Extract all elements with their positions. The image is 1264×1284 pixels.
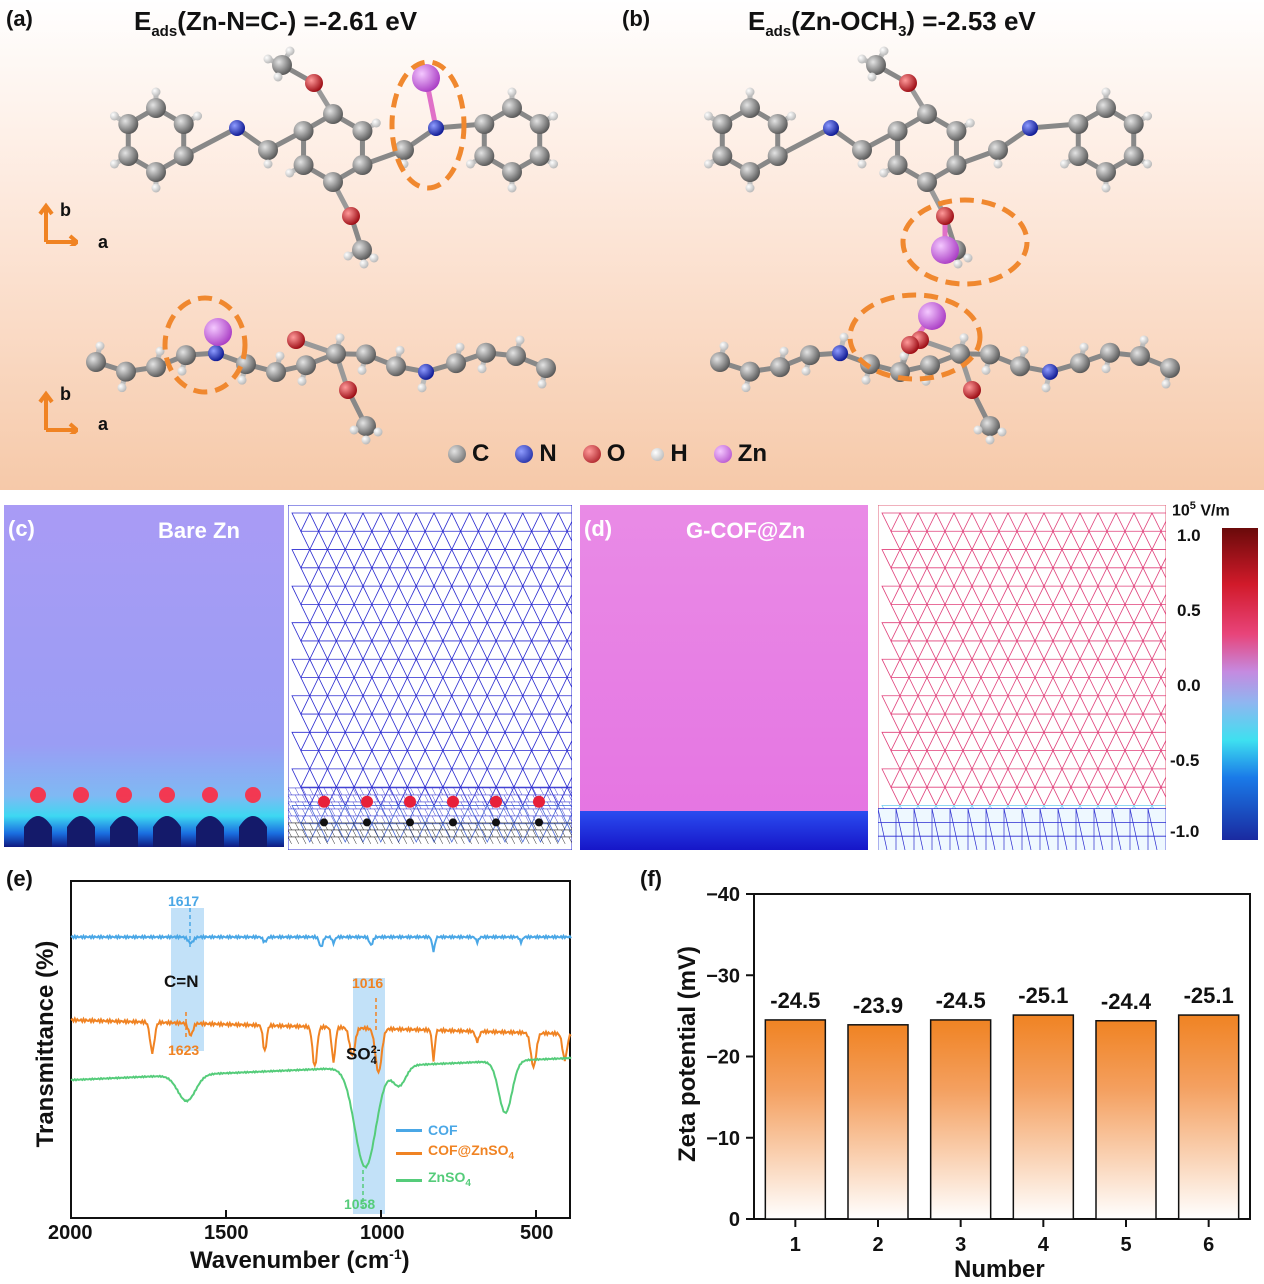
colorbar-tick-1: 1.0 <box>1177 526 1201 545</box>
ir-annot-so4: SO42- <box>346 1044 381 1068</box>
legend-hydrogen: H <box>651 440 688 468</box>
colorbar-tick-3: 0.0 <box>1177 676 1201 695</box>
zeta-xtick-label: 1 <box>790 1234 801 1256</box>
zeta-bar-value-label: -24.5 <box>770 988 820 1013</box>
ir-legend-znso4: ZnSO4 <box>396 1167 514 1194</box>
mesh-gcof-zn <box>878 505 1166 850</box>
atom-legend: C N O H Zn <box>448 440 767 468</box>
zeta-bar-value-label: -24.4 <box>1101 989 1152 1014</box>
field-map-bare-zn <box>4 505 284 847</box>
zeta-bar <box>929 1019 992 1220</box>
legend-nitrogen: N <box>515 440 557 468</box>
axis-label-b-bottom: b <box>60 384 71 404</box>
ir-annot-cn: C=N <box>164 972 199 991</box>
zeta-xtick-label: 5 <box>1120 1234 1131 1256</box>
panel-a-title: Eads(Zn-N=C-) =-2.61 eV <box>134 6 418 41</box>
zeta-ytick-label: −30 <box>706 965 740 987</box>
panel-b-label: (b) <box>622 6 651 31</box>
colorbar <box>1222 528 1258 840</box>
ir-xtick-500: 500 <box>520 1222 554 1244</box>
highlight-zn-n-side <box>162 295 248 395</box>
colorbar-tick-2: 0.5 <box>1177 601 1201 620</box>
zeta-bar-value-label: -25.1 <box>1018 983 1068 1008</box>
zeta-bar-value-label: -24.5 <box>936 988 986 1013</box>
highlight-zn-och3-top <box>900 197 1030 287</box>
colorbar-tick-4: -0.5 <box>1170 751 1200 770</box>
zeta-bar <box>1095 1020 1157 1220</box>
ir-xlabel: Wavenumber (cm-1) <box>190 1246 410 1274</box>
ir-legend: COF COF@ZnSO4 ZnSO4 <box>396 1120 514 1194</box>
colorbar-tick-5: -1.0 <box>1170 822 1200 841</box>
zeta-xlabel: Number <box>954 1256 1045 1283</box>
ir-annot-1617: 1617 <box>168 893 200 909</box>
zeta-ytick-label: −40 <box>706 884 740 906</box>
axis-label-a-top: a <box>98 232 109 252</box>
axis-marker-top <box>38 202 78 246</box>
molecule-structures <box>86 46 1180 445</box>
axis-label-a-bottom: a <box>98 414 109 434</box>
ir-annot-1623: 1623 <box>168 1042 200 1058</box>
axis-label-b-top: b <box>60 200 71 220</box>
legend-zinc: Zn <box>713 440 767 468</box>
zeta-ytick-label: −10 <box>706 1128 740 1150</box>
zeta-ytick-label: −20 <box>706 1047 740 1069</box>
zeta-xtick-label: 6 <box>1203 1234 1214 1256</box>
bare-zn-title: Bare Zn <box>158 518 240 543</box>
legend-carbon: C <box>448 440 489 468</box>
zeta-xtick-label: 3 <box>955 1234 966 1256</box>
ir-xtick-1500: 1500 <box>204 1222 249 1244</box>
ir-ylabel: Transmittance (%) <box>32 940 59 1148</box>
axis-marker-bottom <box>38 390 78 434</box>
band-so4 <box>353 978 385 1214</box>
molecule-atoms <box>86 46 1180 445</box>
panel-c-label: (c) <box>8 516 35 541</box>
ir-annot-1058: 1058 <box>344 1196 376 1212</box>
ir-xtick-2000: 2000 <box>48 1222 93 1244</box>
zeta-bar <box>764 1019 827 1220</box>
zeta-bar-chart: 0 −10 −20 −30 −40 -24.5 -23.9 -24.5 -25.1 -24.4 -… <box>706 884 1251 1256</box>
zeta-plot-frame <box>753 893 1251 1220</box>
gcof-zn-title: G-COF@Zn <box>686 518 806 543</box>
panel-b-title: Eads(Zn-OCH3) =-2.53 eV <box>748 6 1036 41</box>
colorbar-unit: 105 V/m <box>1172 500 1230 520</box>
panel-a-label: (a) <box>6 6 33 31</box>
panel-e-label: (e) <box>6 866 33 891</box>
zeta-bar <box>1177 1014 1240 1220</box>
legend-oxygen: O <box>582 440 625 468</box>
molecule-panel-background <box>0 0 1264 490</box>
ir-legend-cof: COF <box>396 1120 514 1140</box>
field-map-gcof-zn <box>580 505 868 850</box>
zeta-xtick-label: 2 <box>872 1234 883 1256</box>
highlight-zn-o-side <box>847 292 983 382</box>
panel-f-label: (f) <box>640 866 662 891</box>
zeta-xtick-label: 4 <box>1038 1234 1050 1256</box>
zeta-bar <box>1012 1014 1075 1220</box>
ir-spectrum-plot <box>70 880 572 1219</box>
zeta-bar-value-label: -25.1 <box>1184 983 1234 1008</box>
ir-xtick-1000: 1000 <box>360 1222 405 1244</box>
zeta-ytick-label: 0 <box>729 1209 740 1231</box>
zeta-bar-value-label: -23.9 <box>853 993 903 1018</box>
zeta-bar <box>847 1024 909 1220</box>
panel-d-label: (d) <box>584 516 613 541</box>
ir-annot-1016: 1016 <box>352 975 384 991</box>
highlight-zn-n-top <box>389 59 467 191</box>
ir-legend-cofznso4: COF@ZnSO4 <box>396 1140 514 1167</box>
mesh-bare-zn <box>288 505 572 850</box>
